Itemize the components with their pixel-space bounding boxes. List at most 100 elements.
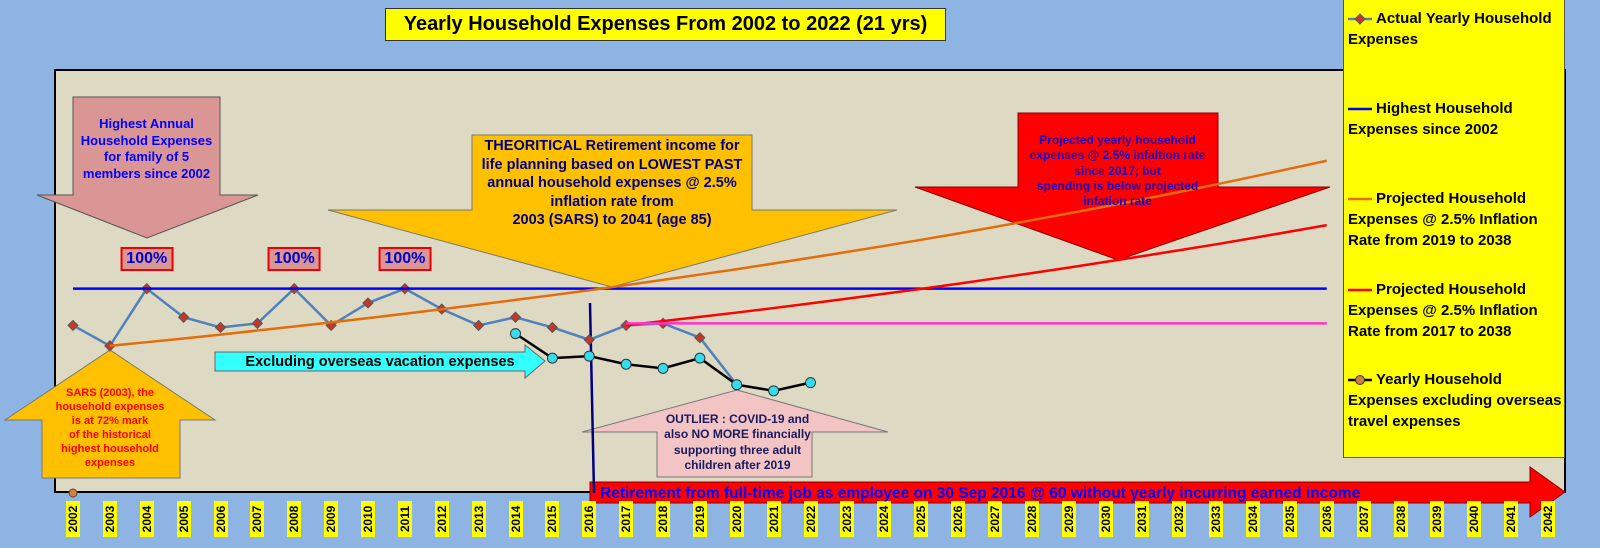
x-tick-label: 2005	[176, 501, 191, 537]
x-tick-label: 2030	[1098, 501, 1113, 537]
data-point	[694, 352, 706, 364]
x-tick-label: 2015	[545, 501, 560, 537]
data-point	[510, 328, 521, 340]
data-point	[177, 311, 190, 323]
annotation: OUTLIER : COVID-19 and also NO MORE finan…	[645, 412, 830, 473]
annotation-line: expenses @ 2.5% infaltion rate	[1029, 148, 1206, 163]
annotation-line: highest household	[61, 443, 159, 456]
annotation-line: THEORITICAL Retirement income for	[484, 138, 740, 154]
annotation: Projected yearly household expenses @ 2.5…	[1005, 133, 1230, 210]
x-tick-label: 2008	[287, 501, 302, 537]
data-label: 100%	[378, 246, 432, 271]
legend-item: Actual Yearly Household Expenses	[1348, 8, 1562, 50]
x-tick-label: 2025	[914, 501, 929, 537]
x-tick-label: 2037	[1356, 501, 1371, 537]
legend-icon	[1348, 197, 1372, 201]
legend-marker	[1355, 375, 1365, 385]
data-point	[362, 297, 374, 309]
data-point	[805, 377, 816, 389]
x-tick-label: 2009	[324, 501, 339, 537]
retirement-marker	[588, 302, 596, 494]
x-tick-label: 2017	[619, 501, 634, 537]
x-tick-label: 2010	[361, 501, 375, 537]
x-tick-label: 2022	[803, 501, 818, 537]
x-tick-label: 2012	[434, 501, 449, 537]
annotation-line: 2003 (SARS) to 2041 (age 85)	[512, 212, 712, 229]
annotation-line: of the historical	[69, 429, 151, 442]
legend-item: Projected Household Expenses @ 2.5% Infl…	[1348, 188, 1562, 251]
annotation-line: infation rate	[1083, 194, 1152, 209]
x-tick-label: 2004	[139, 501, 154, 537]
callout-arrow	[36, 96, 259, 239]
x-tick-label: 2042	[1541, 501, 1555, 537]
annotation-line: for family of 5	[103, 149, 190, 165]
legend-label: Projected Household Expenses @ 2.5% Infl…	[1348, 190, 1538, 249]
data-point	[67, 319, 79, 332]
data-point	[472, 319, 485, 332]
x-tick-label: 2026	[951, 501, 965, 537]
annotation-line: members since 2002	[82, 165, 211, 181]
annotation-line: spending is below projected	[1036, 179, 1199, 194]
annotation-line: annual household expenses @ 2.5%	[487, 175, 737, 192]
annotation-line: expenses	[84, 457, 136, 470]
x-tick-label: 2024	[877, 501, 892, 537]
x-tick-label: 2021	[766, 501, 781, 537]
legend-icon	[1348, 13, 1372, 25]
annotation-line: OUTLIER : COVID-19 and	[665, 412, 810, 426]
x-tick-label: 2036	[1319, 501, 1334, 537]
x-tick-label: 2014	[508, 501, 523, 537]
x-tick-label: 2041	[1504, 501, 1519, 537]
data-point	[546, 321, 559, 334]
annotation: Retirement from full-time job as employe…	[600, 484, 1520, 504]
annotation-line: supporting three adult	[673, 442, 802, 457]
annotation-line: inflation rate from	[550, 193, 674, 210]
data-point	[768, 385, 780, 397]
x-tick-label: 2032	[1172, 501, 1187, 537]
x-tick-label: 2035	[1282, 501, 1297, 537]
legend-label: Highest Household Expenses since 2002	[1348, 100, 1513, 138]
annotation-line: also NO MORE financially	[664, 427, 811, 442]
x-tick-label: 2003	[102, 501, 117, 537]
legend-item: Highest Household Expenses since 2002	[1348, 98, 1562, 140]
x-tick-label: 2023	[840, 501, 855, 537]
data-point	[583, 334, 595, 346]
data-point	[214, 321, 227, 334]
data-point	[620, 358, 632, 370]
annotation-line: Highest Annual	[99, 116, 194, 131]
data-point	[251, 317, 264, 330]
annotation-line: Retirement from full-time job as employe…	[600, 485, 1361, 502]
legend-item: Projected Household Expenses @ 2.5% Infl…	[1348, 279, 1562, 342]
x-tick-label: 2031	[1135, 501, 1150, 537]
x-tick-label: 2033	[1209, 501, 1224, 537]
legend-label: Yearly Household Expenses excluding over…	[1348, 371, 1562, 430]
callout-arrow	[327, 134, 898, 288]
x-tick-label: 2020	[729, 501, 744, 537]
callout-arrow	[581, 389, 889, 478]
data-point	[694, 331, 706, 344]
x-tick-label: 2039	[1430, 501, 1445, 537]
annotation-line: children after 2019	[684, 458, 791, 473]
annotation-line: Excluding overseas vacation expenses	[245, 354, 515, 370]
x-tick-label: 2002	[66, 501, 80, 537]
callout-arrow	[214, 343, 546, 380]
series-line	[625, 223, 1327, 327]
series-line	[109, 159, 1328, 348]
x-tick-label: 2028	[1024, 501, 1039, 537]
data-point	[583, 350, 595, 362]
x-tick-label: 2027	[987, 501, 1002, 537]
x-tick-label: 2029	[1061, 501, 1076, 537]
x-tick-label: 2006	[213, 501, 228, 537]
x-tick-label: 2034	[1246, 501, 1260, 537]
legend-marker	[1354, 13, 1366, 25]
legend-icon	[1348, 375, 1372, 385]
data-label: 100%	[267, 246, 321, 271]
x-tick-label: 2018	[656, 501, 670, 537]
annotation-line: SARS (2003), the	[65, 387, 155, 399]
x-tick-label: 2011	[397, 501, 412, 537]
series-layer	[67, 159, 1328, 397]
x-tick-label: 2016	[582, 501, 597, 537]
x-tick-label: 2007	[250, 501, 265, 537]
annotation-line: is at 72% mark	[71, 415, 149, 428]
